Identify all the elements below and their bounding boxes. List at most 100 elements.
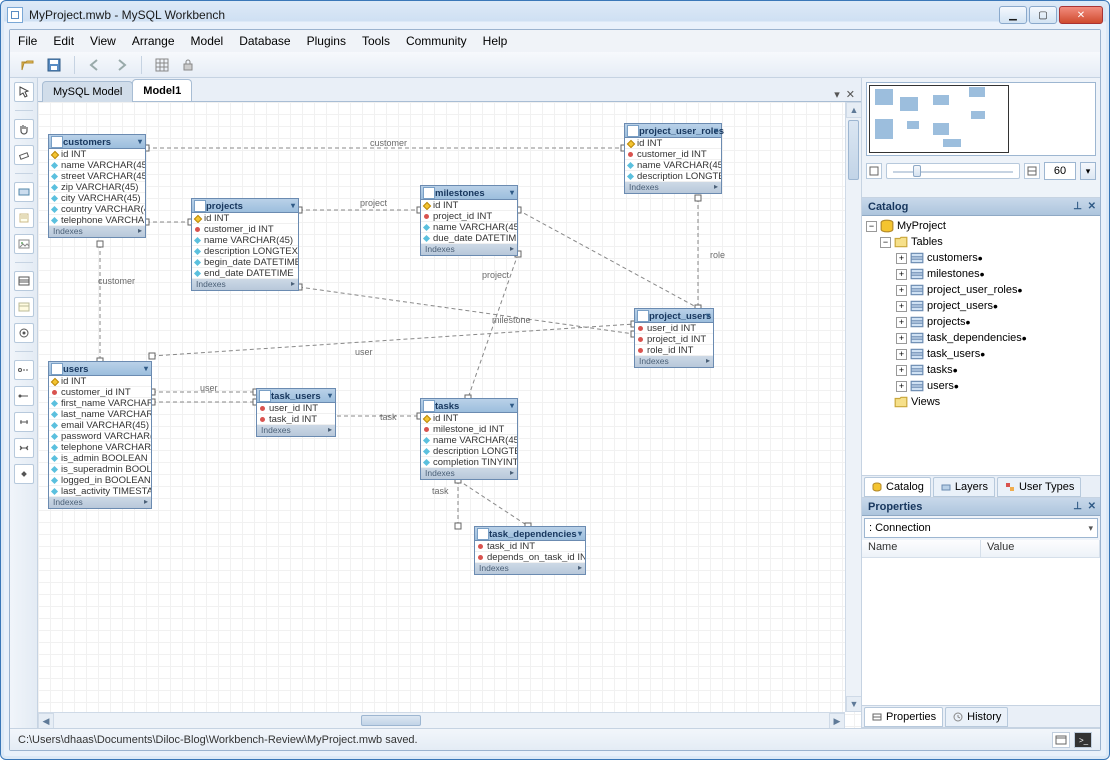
panel-close-icon[interactable]: ✕	[1088, 201, 1096, 212]
er-column[interactable]: street VARCHAR(45)	[49, 171, 145, 182]
console-icon[interactable]: >_	[1074, 732, 1092, 748]
output-icon[interactable]	[1052, 732, 1070, 748]
er-column[interactable]: id INT	[192, 213, 298, 224]
er-column[interactable]: user_id INT	[635, 323, 713, 334]
er-column[interactable]: id INT	[49, 149, 145, 160]
er-column[interactable]: is_admin BOOLEAN	[49, 453, 151, 464]
properties-header[interactable]: Properties ⊥ ✕	[862, 498, 1100, 516]
er-indexes[interactable]: Indexes	[257, 425, 335, 436]
tab-properties[interactable]: Properties	[864, 707, 943, 727]
er-table-header[interactable]: users	[49, 362, 151, 376]
tab-user-types[interactable]: User Types	[997, 477, 1081, 497]
menu-view[interactable]: View	[90, 34, 116, 48]
layer-tool-icon[interactable]	[14, 182, 34, 202]
er-table-milestones[interactable]: milestonesid INTproject_id INTname VARCH…	[420, 185, 518, 256]
er-column[interactable]: due_date DATETIME	[421, 233, 517, 244]
col-value[interactable]: Value	[981, 540, 1100, 557]
tree-row[interactable]: Views	[864, 394, 1098, 410]
er-column[interactable]: task_id INT	[257, 414, 335, 425]
zoom-slider[interactable]	[886, 163, 1020, 179]
er-indexes[interactable]: Indexes	[192, 279, 298, 290]
tree-row[interactable]: +project_users •	[864, 298, 1098, 314]
tab-dropdown-icon[interactable]: ▾	[834, 88, 840, 101]
tree-toggle-icon[interactable]: +	[896, 253, 907, 264]
pin-icon[interactable]: ⊥	[1073, 501, 1082, 512]
er-column[interactable]: name VARCHAR(45)	[49, 160, 145, 171]
pin-icon[interactable]: ⊥	[1073, 201, 1082, 212]
table-tool-icon[interactable]	[14, 271, 34, 291]
er-column[interactable]: id INT	[421, 413, 517, 424]
er-column[interactable]: telephone VARCHAR(45)	[49, 215, 145, 226]
er-column[interactable]: name VARCHAR(45)	[625, 160, 721, 171]
save-icon[interactable]	[44, 55, 64, 75]
er-table-header[interactable]: task_users	[257, 389, 335, 403]
menu-tools[interactable]: Tools	[362, 34, 390, 48]
forward-icon[interactable]	[111, 55, 131, 75]
zoom-100-icon[interactable]	[1024, 163, 1040, 179]
er-column[interactable]: project_id INT	[421, 211, 517, 222]
menu-file[interactable]: File	[18, 34, 37, 48]
tab-history[interactable]: History	[945, 707, 1008, 727]
er-column[interactable]: end_date DATETIME	[192, 268, 298, 279]
minimize-button[interactable]: ▁	[999, 6, 1027, 24]
tree-toggle-icon[interactable]: +	[896, 349, 907, 360]
er-column[interactable]: depends_on_task_id INT	[475, 552, 585, 563]
er-indexes[interactable]: Indexes	[625, 182, 721, 193]
rel-11-icon[interactable]	[14, 412, 34, 432]
menu-plugins[interactable]: Plugins	[307, 34, 346, 48]
er-column[interactable]: name VARCHAR(45)	[421, 435, 517, 446]
tree-row[interactable]: +task_dependencies •	[864, 330, 1098, 346]
er-column[interactable]: telephone VARCHAR(45)	[49, 442, 151, 453]
menu-model[interactable]: Model	[191, 34, 224, 48]
er-column[interactable]: name VARCHAR(45)	[192, 235, 298, 246]
er-column[interactable]: completion TINYINT	[421, 457, 517, 468]
zoom-dropdown[interactable]: ▾	[1080, 162, 1096, 180]
er-column[interactable]: id INT	[49, 376, 151, 387]
menu-help[interactable]: Help	[483, 34, 508, 48]
er-indexes[interactable]: Indexes	[49, 226, 145, 237]
er-table-header[interactable]: task_dependencies	[475, 527, 585, 541]
er-table-task_users[interactable]: task_usersuser_id INTtask_id INTIndexes	[256, 388, 336, 437]
er-indexes[interactable]: Indexes	[421, 244, 517, 255]
tab-catalog[interactable]: Catalog	[864, 477, 931, 497]
titlebar[interactable]: MyProject.mwb - MySQL Workbench ▁ ▢ ✕	[1, 1, 1109, 29]
er-column[interactable]: customer_id INT	[192, 224, 298, 235]
back-icon[interactable]	[85, 55, 105, 75]
er-column[interactable]: first_name VARCHAR(45)	[49, 398, 151, 409]
er-table-header[interactable]: project_users	[635, 309, 713, 323]
rel-1n-id-icon[interactable]	[14, 386, 34, 406]
er-column[interactable]: description LONGTEXT	[192, 246, 298, 257]
er-indexes[interactable]: Indexes	[421, 468, 517, 479]
er-table-header[interactable]: customers	[49, 135, 145, 149]
er-column[interactable]: task_id INT	[475, 541, 585, 552]
er-column[interactable]: id INT	[421, 200, 517, 211]
er-column[interactable]: project_id INT	[635, 334, 713, 345]
routine-tool-icon[interactable]	[14, 323, 34, 343]
hand-tool-icon[interactable]	[14, 119, 34, 139]
tree-row[interactable]: +users •	[864, 378, 1098, 394]
tree-row[interactable]: +tasks •	[864, 362, 1098, 378]
tree-row[interactable]: +projects •	[864, 314, 1098, 330]
er-column[interactable]: logged_in BOOLEAN	[49, 475, 151, 486]
er-indexes[interactable]: Indexes	[635, 356, 713, 367]
tree-toggle-icon[interactable]: −	[866, 221, 877, 232]
close-button[interactable]: ✕	[1059, 6, 1103, 24]
open-icon[interactable]	[18, 55, 38, 75]
tree-toggle-icon[interactable]: +	[896, 285, 907, 296]
tree-toggle-icon[interactable]: +	[896, 365, 907, 376]
er-column[interactable]: password VARCHAR(45)	[49, 431, 151, 442]
tree-row[interactable]: −Tables	[864, 234, 1098, 250]
grid-icon[interactable]	[152, 55, 172, 75]
view-tool-icon[interactable]	[14, 297, 34, 317]
er-column[interactable]: description LONGTEXT	[625, 171, 721, 182]
tab-model1[interactable]: Model1	[132, 79, 192, 101]
er-column[interactable]: description LONGTEXT	[421, 446, 517, 457]
maximize-button[interactable]: ▢	[1029, 6, 1057, 24]
tree-toggle-icon[interactable]: +	[896, 333, 907, 344]
er-column[interactable]: country VARCHAR(45)	[49, 204, 145, 215]
col-name[interactable]: Name	[862, 540, 981, 557]
er-column[interactable]: role_id INT	[635, 345, 713, 356]
er-table-users[interactable]: usersid INTcustomer_id INTfirst_name VAR…	[48, 361, 152, 509]
er-column[interactable]: last_activity TIMESTAMP	[49, 486, 151, 497]
eraser-tool-icon[interactable]	[14, 145, 34, 165]
